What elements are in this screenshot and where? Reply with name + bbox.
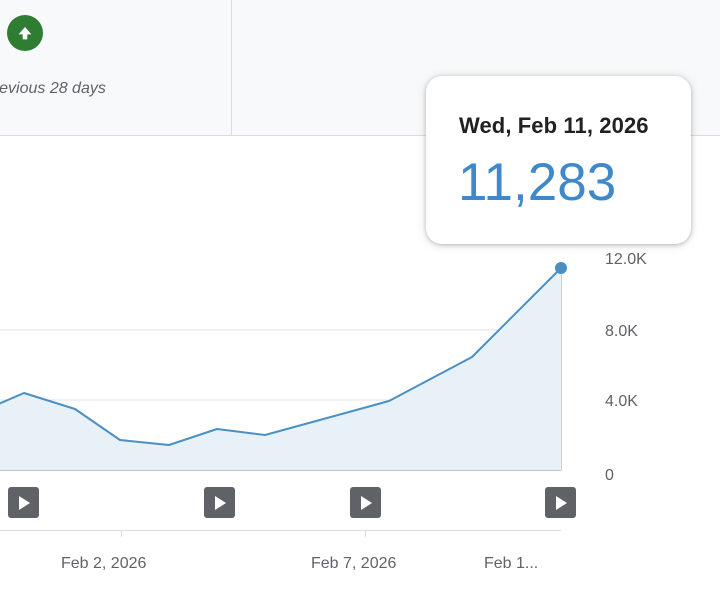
svg-text:0: 0 (605, 467, 614, 484)
svg-text:8.0K: 8.0K (605, 323, 638, 340)
svg-text:4.0K: 4.0K (605, 393, 638, 410)
svg-text:12.0K: 12.0K (605, 251, 647, 268)
